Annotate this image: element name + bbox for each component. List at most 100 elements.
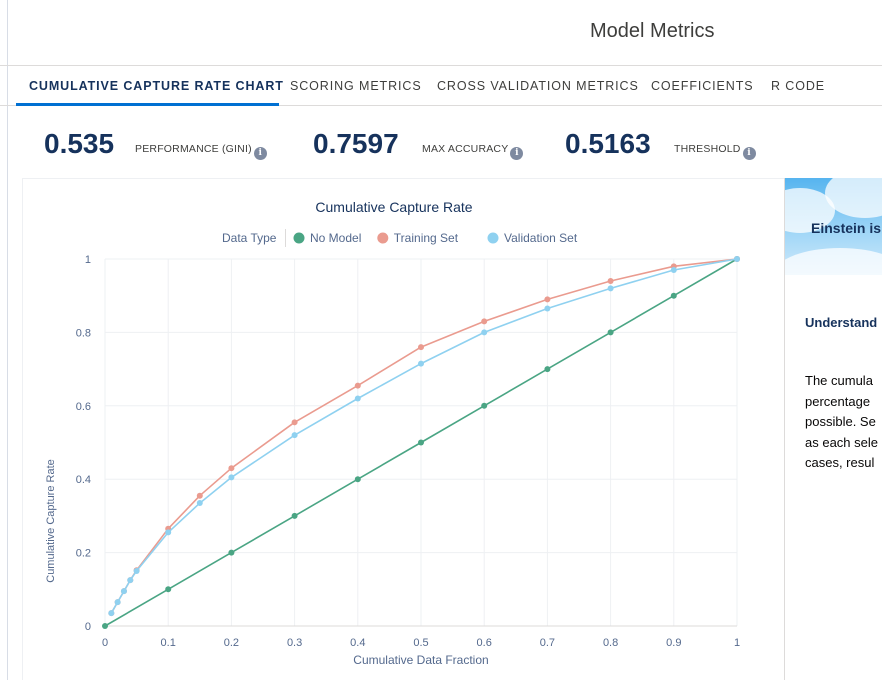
y-tick-label: 0.6 (76, 401, 91, 413)
info-icon[interactable]: i (253, 147, 267, 160)
data-point (165, 529, 172, 536)
info-icon[interactable]: i (510, 147, 524, 160)
y-tick-label: 0.4 (76, 474, 91, 486)
data-point (354, 476, 361, 483)
y-tick-label: 0.2 (76, 548, 91, 560)
data-point (670, 267, 677, 274)
x-tick-label: 0.2 (224, 637, 239, 649)
x-tick-label: 0.5 (413, 637, 428, 649)
legend-entry: No Model (310, 231, 361, 245)
data-point (108, 610, 115, 617)
data-point (133, 567, 140, 574)
max-accuracy-value: 0.7597 (313, 128, 399, 159)
data-point (607, 329, 614, 336)
data-point (354, 382, 361, 389)
data-point (114, 599, 121, 606)
side-panel-text-line: percentage (805, 393, 871, 409)
info-icon[interactable]: i (742, 147, 756, 160)
chart-svg: 0 0.1 0.2 0.3 0.4 0.5 0.6 0.7 0.8 0.9 1 0 0.2 0.4 0.6 0… (45, 199, 740, 667)
data-point (120, 588, 127, 595)
x-axis-label: Cumulative Data Fraction (353, 653, 488, 667)
chart-series (102, 256, 740, 629)
threshold-value: 0.5163 (565, 128, 651, 159)
chart-left-border (22, 178, 23, 680)
chart-legend: No Model Training Set Validation Set (293, 231, 578, 245)
y-tick-label: 1 (85, 254, 91, 266)
x-tick-label: 1 (734, 637, 740, 649)
series-line-validation-set (110, 258, 738, 614)
data-point (354, 395, 361, 402)
data-point (607, 278, 614, 285)
x-tick-label: 0 (102, 637, 108, 649)
data-point (418, 439, 424, 446)
header: Model Metrics (0, 0, 882, 66)
einstein-banner-title: Einstein is (811, 220, 882, 236)
chart-axes: 0 0.1 0.2 0.3 0.4 0.5 0.6 0.7 0.8 0.9 1 0 0.2 0.4 0.6 0… (76, 254, 740, 649)
data-point (127, 577, 134, 584)
x-tick-label: 0.8 (603, 637, 618, 649)
data-point (228, 474, 235, 481)
legend-title: Data Type (222, 231, 277, 245)
data-point (228, 465, 235, 472)
left-border (7, 0, 8, 680)
einstein-side-panel: Einstein is Understand The cumula percen… (784, 178, 882, 680)
chart-title: Cumulative Capture Rate (315, 199, 472, 215)
x-tick-label: 0.6 (477, 637, 492, 649)
legend-marker (377, 232, 389, 244)
data-point (165, 586, 172, 593)
y-tick-label: 0 (85, 621, 91, 633)
data-point (544, 366, 551, 373)
page-title: Model Metrics (590, 20, 715, 42)
cumulative-capture-rate-chart: 0 0.1 0.2 0.3 0.4 0.5 0.6 0.7 0.8 0.9 1 0 0.2 0.4 0.6 0… (22, 179, 784, 680)
tab-bar: CUMULATIVE CAPTURE RATE CHART SCORING ME… (0, 66, 882, 106)
threshold-label: THRESHOLD i (674, 143, 756, 160)
legend-marker (487, 232, 499, 244)
legend-marker (293, 232, 305, 244)
x-tick-label: 0.7 (540, 637, 555, 649)
performance-gini-label-text: PERFORMANCE (GINI) (135, 143, 252, 155)
data-point (418, 360, 424, 367)
legend-entry: Training Set (394, 231, 459, 245)
tab-cumulative-capture-rate-chart[interactable]: CUMULATIVE CAPTURE RATE CHART (29, 79, 284, 93)
data-point (481, 318, 488, 325)
data-point (196, 500, 203, 507)
data-point (102, 623, 108, 629)
data-point (196, 492, 203, 499)
series-line-training-set (110, 258, 738, 614)
data-point (291, 512, 298, 519)
tab-cross-validation-metrics[interactable]: CROSS VALIDATION METRICS (437, 79, 639, 93)
side-panel-text-line: cases, resul (805, 455, 875, 470)
tab-r-code[interactable]: R CODE (771, 79, 826, 93)
x-tick-label: 0.9 (666, 637, 681, 649)
tab-scoring-metrics[interactable]: SCORING METRICS (290, 79, 422, 93)
performance-gini-label: PERFORMANCE (GINI) i (135, 143, 267, 160)
max-accuracy-label-text: MAX ACCURACY (422, 143, 509, 155)
tab-coefficients[interactable]: COEFFICIENTS (651, 79, 754, 93)
data-point (481, 329, 488, 336)
active-tab-indicator (16, 103, 279, 106)
side-panel-text-line: as each sele (805, 434, 878, 450)
side-panel-text-line: possible. Se (805, 414, 876, 429)
data-point (670, 292, 677, 299)
x-tick-label: 0.3 (287, 637, 302, 649)
data-point (418, 344, 424, 351)
legend-divider (285, 229, 286, 247)
side-panel-heading: Understand (805, 315, 878, 330)
metrics-summary: 0.535 PERFORMANCE (GINI) i 0.7597 MAX ACC… (22, 107, 882, 179)
side-panel-text: The cumula percentage possible. Se as ea… (805, 371, 882, 474)
einstein-banner: Einstein is (785, 178, 882, 275)
x-tick-label: 0.1 (161, 637, 176, 649)
data-point (607, 285, 614, 292)
side-panel-text-line: The cumula (805, 373, 873, 388)
data-point (291, 432, 298, 439)
y-axis-label: Cumulative Capture Rate (45, 459, 57, 583)
performance-gini-value: 0.535 (44, 128, 115, 159)
x-tick-label: 0.4 (350, 637, 365, 649)
data-point (734, 256, 740, 262)
data-point (544, 296, 551, 303)
y-tick-label: 0.8 (76, 327, 91, 339)
threshold-label-text: THRESHOLD (674, 143, 741, 155)
data-point (481, 402, 488, 409)
cloud-decoration (785, 248, 882, 275)
legend-entry: Validation Set (504, 231, 578, 245)
